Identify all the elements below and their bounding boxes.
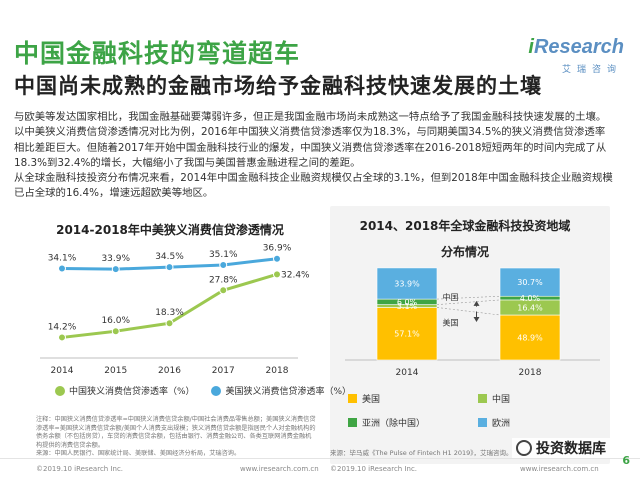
chart1-label-usa-2014: 34.1%	[48, 253, 77, 263]
chart1-point-usa-2018	[273, 254, 281, 263]
chart1-label-china-2015: 16.0%	[101, 316, 130, 326]
legend2-swatch-china	[478, 394, 487, 403]
page-title: 中国金融科技的弯道超车	[14, 39, 301, 68]
chart1-label-china-2018: 32.4%	[281, 270, 310, 280]
legend2-label-asia: 亚洲（除中国）	[362, 419, 426, 429]
chart1-point-china-2018	[273, 270, 281, 279]
chart1-label-china-2014: 14.2%	[48, 322, 77, 332]
legend-label-china: 中国狭义消费信贷渗透率（%）	[69, 387, 195, 397]
chart2-bar-2014-usa	[376, 307, 438, 361]
chart1-x-tick-2018: 2018	[266, 366, 289, 376]
legend-item-usa: 美国狭义消费信贷渗透率（%）	[211, 384, 351, 397]
legend-swatch-usa	[211, 385, 222, 396]
chart2-label-2018-asia: 4.0%	[520, 294, 541, 303]
chart1-label-china-2017: 27.8%	[209, 275, 238, 285]
footer-copyright-left: ©2019.10 iResearch Inc.	[36, 465, 124, 473]
chart2-x-tick-2018: 2018	[519, 368, 542, 378]
chart1-point-usa-2014	[58, 264, 66, 273]
chart1-label-usa-2017: 35.1%	[209, 250, 238, 260]
iresearch-logo: iResearch 艾瑞咨询	[524, 36, 624, 76]
chart2-annotation-china: 中国	[443, 292, 459, 302]
page-number: 6	[622, 454, 630, 467]
legend2-swatch-europe	[478, 418, 487, 427]
footer-copyright-right: ©2019.10 iResearch Inc.	[330, 465, 418, 473]
body-text: 与欧美等发达国家相比，我国金融基础要薄弱许多，但正是我国金融市场尚未成熟这一特点…	[14, 110, 614, 202]
chart2-label-2014-china: 3.1%	[397, 302, 418, 311]
chart1-x-tick-2014: 2014	[51, 366, 74, 376]
wechat-icon	[516, 440, 532, 456]
chart2-label-2014-asia: 6.0%	[397, 298, 418, 307]
chart1-line-china	[61, 272, 278, 339]
chart1-x-tick-2016: 2016	[158, 366, 181, 376]
chart2-x-tick-2014: 2014	[396, 368, 419, 378]
legend2-item-asia: 亚洲（除中国）	[348, 416, 425, 429]
legend2-label-europe: 欧洲	[492, 419, 511, 429]
chart1-point-china-2016	[165, 319, 174, 328]
chart2-title: 2014、2018年全球金融科技投资地域 分布情况	[340, 213, 590, 265]
chart1-label-china-2016: 18.3%	[155, 308, 184, 318]
chart1-x-tick-2015: 2015	[104, 366, 127, 376]
chart2-title-line-2: 分布情况	[440, 245, 489, 259]
legend2-item-china: 中国	[478, 392, 510, 405]
chart1-point-usa-2017	[219, 260, 228, 269]
chart2-connector-0	[436, 307, 501, 316]
chart1-point-china-2015	[111, 327, 120, 336]
chart1-label-usa-2016: 34.5%	[155, 252, 184, 262]
chart2-bar-2014-europe	[376, 267, 438, 300]
logo-wordmark: iResearch	[528, 36, 624, 58]
chart1-x-tick-2017: 2017	[212, 366, 235, 376]
chart2-panel	[330, 206, 610, 464]
chart2-bar-2018-europe	[499, 267, 561, 297]
chart2-arrowhead-china	[473, 300, 480, 306]
page-subtitle: 中国尚未成熟的金融市场给予金融科技快速发展的土壤	[14, 74, 542, 98]
legend2-label-china: 中国	[492, 395, 511, 405]
chart2-connector-1	[436, 299, 501, 305]
chart1-point-usa-2016	[165, 263, 174, 272]
chart1-point-china-2014	[58, 333, 66, 342]
body-paragraph-1: 与欧美等发达国家相比，我国金融基础要薄弱许多，但正是我国金融市场尚未成熟这一特点…	[14, 111, 607, 169]
chart2-bar-2018-usa	[499, 314, 561, 361]
footer: ©2019.10 iResearch Inc. www.iresearch.co…	[0, 458, 640, 480]
chart2-label-2018-europe: 30.7%	[517, 278, 543, 287]
legend2-item-europe: 欧洲	[478, 416, 510, 429]
chart2-connector-2	[436, 295, 501, 300]
logo-subtext: 艾瑞咨询	[561, 65, 622, 75]
legend2-item-usa: 美国	[348, 392, 380, 405]
chart1-point-china-2017	[219, 286, 228, 295]
watermark: 投资数据库	[512, 438, 610, 458]
legend2-swatch-usa	[348, 394, 357, 403]
chart2-annotation-usa: 美国	[443, 317, 459, 327]
chart1-legend: 中国狭义消费信贷渗透率（%） 美国狭义消费信贷渗透率（%）	[55, 384, 365, 399]
chart1-label-usa-2018: 36.9%	[263, 244, 292, 254]
chart2-arrowhead-usa	[473, 317, 480, 323]
footer-url-right: www.iresearch.com.cn	[520, 465, 599, 473]
chart2-label-2018-usa: 48.9%	[517, 334, 543, 343]
legend2-swatch-asia	[348, 418, 357, 427]
chart1-point-usa-2015	[111, 265, 120, 274]
chart2-title-line-1: 2014、2018年全球金融科技投资地域	[359, 219, 571, 233]
chart2-label-2014-usa: 57.1%	[394, 330, 420, 339]
legend-item-china: 中国狭义消费信贷渗透率（%）	[55, 384, 195, 397]
chart1-source: 来源：中国人民银行、国家统计局、美联储、美国经济分析局，艾瑞咨询。	[36, 450, 241, 458]
watermark-text: 投资数据库	[536, 441, 606, 457]
body-paragraph-2: 从全球金融科技投资分布情况来看，2014年中国金融科技企业融资规模仅占全球的3.…	[14, 172, 613, 200]
legend-label-usa: 美国狭义消费信贷渗透率（%）	[225, 387, 351, 397]
legend2-label-usa: 美国	[362, 395, 381, 405]
chart2-source: 来源：毕马威《The Pulse of Fintech H1 2019》，艾瑞咨…	[330, 449, 513, 457]
chart1-notes: 注释：中国狭义消费信贷渗透率=中国狭义消费信贷余额/中国社会消费品零售总额；美国…	[36, 416, 316, 459]
chart1-label-usa-2015: 33.9%	[101, 254, 130, 264]
chart1-title: 2014-2018年中美狭义消费信贷渗透情况	[56, 223, 284, 237]
footer-url-left: www.iresearch.com.cn	[240, 465, 319, 473]
chart1-note: 注释：中国狭义消费信贷渗透率=中国狭义消费信贷余额/中国社会消费品零售总额；美国…	[36, 416, 316, 449]
chart2-label-2014-europe: 33.9%	[394, 280, 420, 289]
legend-swatch-china	[55, 385, 65, 396]
chart2-label-2018-china: 16.4%	[517, 303, 543, 312]
